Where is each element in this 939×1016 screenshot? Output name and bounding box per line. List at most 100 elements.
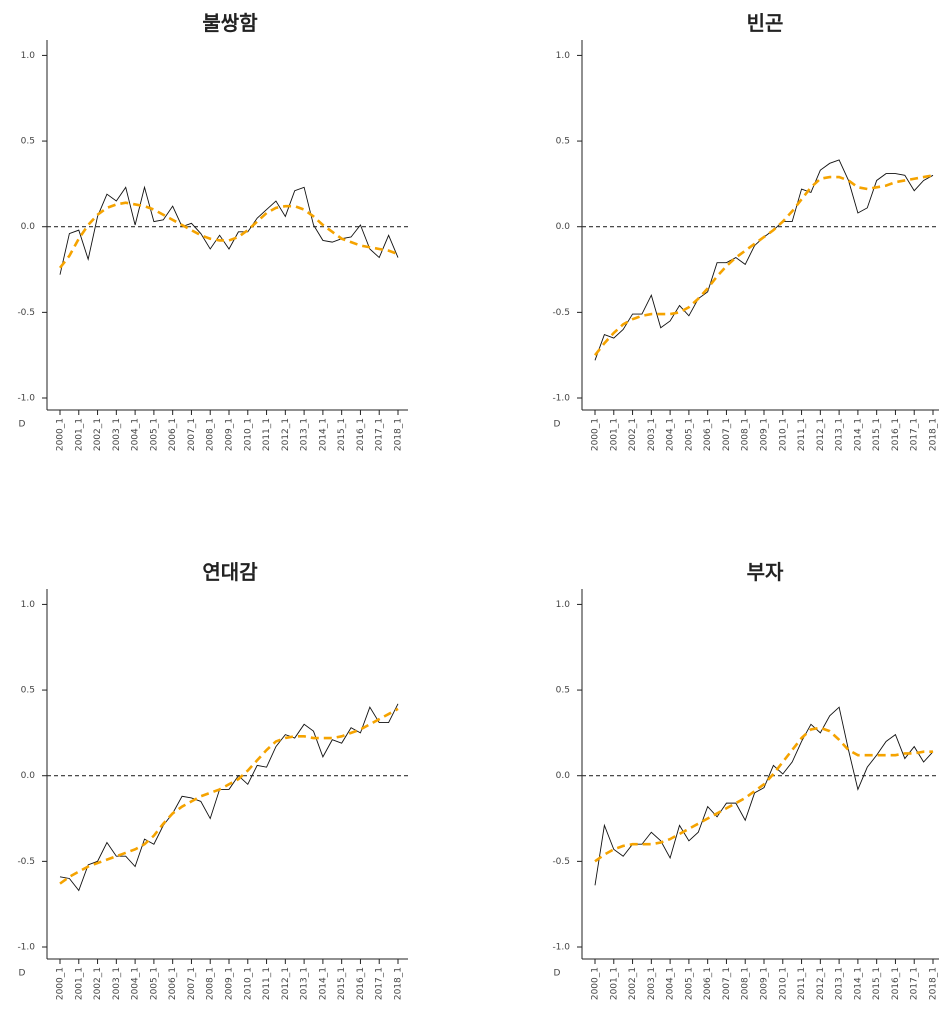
x-tick-label: 2016_1 [356, 418, 366, 451]
x-tick-label: 2010_1 [243, 418, 253, 451]
x-tick-label: 2012_1 [281, 967, 291, 1000]
x-tick-label: 2000_1 [591, 967, 601, 1000]
y-tick-label: 1.0 [21, 600, 36, 610]
x-tick-label: 2014_1 [318, 967, 328, 1000]
x-tick-label: 2001_1 [74, 967, 84, 1000]
x-tick-label: 2004_1 [131, 418, 141, 451]
x-tick-label: 2001_1 [609, 967, 619, 1000]
y-tick-label: 1.0 [556, 600, 571, 610]
x-tick-label: 2015_1 [337, 418, 347, 451]
x-tick-label: 2013_1 [835, 418, 845, 451]
x-tick-label: 2016_1 [356, 967, 366, 1000]
x-axis-label: D [554, 420, 561, 430]
chart-title: 연대감 [202, 560, 258, 584]
x-tick-label: 2018_1 [394, 418, 404, 451]
x-tick-label: 2002_1 [93, 418, 103, 451]
x-tick-label: 2006_1 [168, 418, 178, 451]
x-tick-label: 2005_1 [684, 418, 694, 451]
panel: 빈곤 -1.0 -0.5 0.0 0.5 1.0 2000_1 2001_1 2002_1 200… [552, 11, 939, 451]
y-tick-label: -1.0 [17, 394, 35, 404]
x-tick-label: 2009_1 [760, 967, 770, 1000]
x-tick-label: 2007_1 [187, 418, 197, 451]
x-tick-label: 2004_1 [666, 418, 676, 451]
series-line [59, 185, 399, 275]
y-tick-label: -1.0 [17, 943, 35, 953]
x-tick-label: 2001_1 [74, 418, 84, 451]
x-tick-label: 2006_1 [703, 967, 713, 1000]
x-tick-label: 2010_1 [778, 418, 788, 451]
x-tick-label: 2014_1 [853, 967, 863, 1000]
x-tick-label: 2009_1 [760, 418, 770, 451]
x-tick-label: 2007_1 [187, 967, 197, 1000]
series-line [59, 703, 399, 892]
x-tick-label: 2013_1 [300, 967, 310, 1000]
panel: 연대감 -1.0 -0.5 0.0 0.5 1.0 2000_1 2001_1 2002_1 20… [17, 560, 408, 1000]
y-tick-label: -0.5 [17, 857, 35, 867]
series-line [59, 707, 399, 885]
x-tick-label: 2008_1 [206, 418, 216, 451]
x-tick-label: 2007_1 [722, 418, 732, 451]
x-tick-label: 2011_1 [797, 967, 807, 1000]
x-tick-label: 2005_1 [149, 418, 159, 451]
x-tick-label: 2000_1 [591, 418, 601, 451]
x-tick-label: 2018_1 [929, 418, 939, 451]
x-tick-label: 2009_1 [225, 418, 235, 451]
x-axis-label: D [19, 420, 26, 430]
x-tick-label: 2017_1 [375, 967, 385, 1000]
y-tick-label: 0.0 [21, 222, 36, 232]
x-tick-label: 2018_1 [929, 967, 939, 1000]
y-tick-label: 0.0 [556, 222, 571, 232]
x-tick-label: 2013_1 [300, 418, 310, 451]
x-tick-label: 2001_1 [609, 418, 619, 451]
series-line [593, 174, 934, 356]
x-tick-label: 2015_1 [337, 967, 347, 1000]
x-tick-label: 2000_1 [56, 967, 66, 1000]
x-tick-label: 2002_1 [628, 967, 638, 1000]
x-tick-label: 2015_1 [872, 418, 882, 451]
x-tick-label: 2013_1 [835, 967, 845, 1000]
x-tick-label: 2010_1 [243, 967, 253, 1000]
x-tick-label: 2012_1 [816, 418, 826, 451]
panel: 부자 -1.0 -0.5 0.0 0.5 1.0 2000_1 2001_1 2002_1 200… [552, 560, 939, 1000]
series-line [594, 706, 934, 886]
x-tick-label: 2012_1 [281, 418, 291, 451]
x-tick-label: 2011_1 [262, 967, 272, 1000]
x-tick-label: 2003_1 [112, 418, 122, 451]
x-tick-label: 2017_1 [910, 418, 920, 451]
x-tick-label: 2017_1 [910, 967, 920, 1000]
y-tick-label: -0.5 [552, 308, 570, 318]
chart-title: 빈곤 [747, 11, 784, 35]
series-line [594, 159, 934, 361]
x-tick-label: 2002_1 [628, 418, 638, 451]
x-tick-label: 2004_1 [131, 967, 141, 1000]
x-tick-label: 2006_1 [168, 967, 178, 1000]
x-tick-label: 2007_1 [722, 967, 732, 1000]
x-tick-label: 2005_1 [149, 967, 159, 1000]
x-tick-label: 2015_1 [872, 967, 882, 1000]
y-tick-label: 0.5 [556, 137, 570, 147]
x-tick-label: 2016_1 [891, 967, 901, 1000]
y-tick-label: -0.5 [17, 308, 35, 318]
x-tick-label: 2009_1 [225, 967, 235, 1000]
x-tick-label: 2011_1 [262, 418, 272, 451]
x-tick-label: 2003_1 [647, 418, 657, 451]
x-tick-label: 2016_1 [891, 418, 901, 451]
x-tick-label: 2017_1 [375, 418, 385, 451]
y-tick-label: 0.0 [556, 771, 571, 781]
x-axis-label: D [19, 969, 26, 979]
x-tick-label: 2014_1 [318, 418, 328, 451]
y-tick-label: 0.5 [21, 137, 35, 147]
x-tick-label: 2008_1 [741, 967, 751, 1000]
y-tick-label: -1.0 [552, 394, 570, 404]
x-tick-label: 2014_1 [853, 418, 863, 451]
series-line [58, 201, 399, 269]
x-tick-label: 2012_1 [816, 967, 826, 1000]
x-tick-label: 2005_1 [684, 967, 694, 1000]
y-tick-label: 0.5 [556, 686, 570, 696]
y-tick-label: -1.0 [552, 943, 570, 953]
chart-title: 부자 [747, 560, 784, 584]
y-tick-label: 0.0 [21, 771, 36, 781]
x-tick-label: 2008_1 [741, 418, 751, 451]
y-tick-label: 1.0 [21, 51, 36, 61]
